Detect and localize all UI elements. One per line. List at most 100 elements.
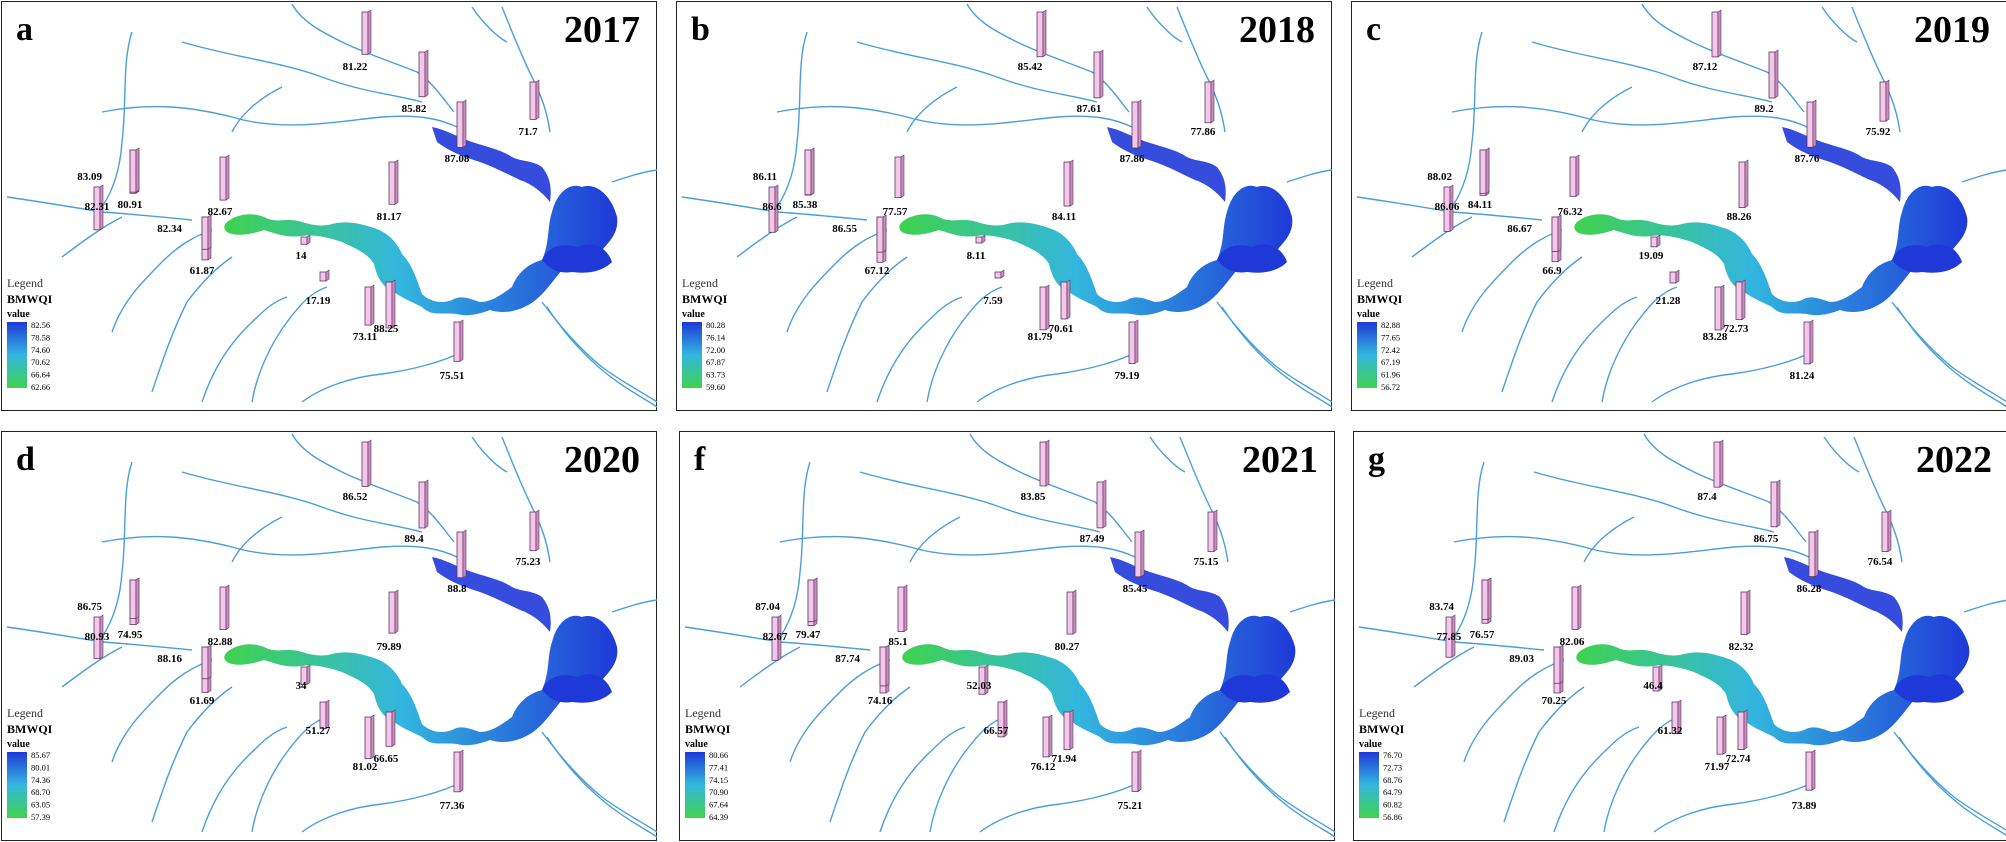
legend-color-ramp xyxy=(7,322,27,388)
legend-value-label: value xyxy=(7,739,30,750)
site-value-label: 72.73 xyxy=(1724,323,1749,335)
legend-tick: 56.86 xyxy=(1383,812,1402,822)
legend-index-name: BMWQI xyxy=(1357,292,1403,306)
site-bar xyxy=(529,509,540,552)
site-bar xyxy=(529,79,540,120)
site-bar xyxy=(997,699,1008,738)
panel-year: 2021 xyxy=(1242,439,1318,481)
site-bar xyxy=(453,319,464,362)
site-bar xyxy=(978,664,989,695)
site-value-label: 85.82 xyxy=(402,103,427,115)
site-value-label: 79.89 xyxy=(377,641,402,653)
site-value-label: 7.59 xyxy=(983,295,1003,307)
site-value-label: 82.34 xyxy=(157,223,182,235)
site-bar xyxy=(453,749,464,793)
site-bar xyxy=(201,644,212,680)
site-bar xyxy=(388,589,399,634)
site-bar xyxy=(768,184,779,233)
legend-tick: 76.14 xyxy=(706,332,726,342)
site-bars xyxy=(93,9,540,362)
site-bar xyxy=(300,664,311,686)
site-bar xyxy=(876,214,887,253)
legend-index-name: BMWQI xyxy=(1359,722,1405,736)
legend-tick: 67.87 xyxy=(706,357,725,367)
site-bar xyxy=(385,279,396,329)
site-value-label: 87.76 xyxy=(1795,153,1820,165)
site-value-label: 77.57 xyxy=(883,206,908,218)
site-bar xyxy=(129,147,140,193)
site-value-label: 76.32 xyxy=(1558,206,1583,218)
site-value-label: 85.38 xyxy=(793,199,818,211)
site-bar xyxy=(897,584,908,633)
legend-title: Legend xyxy=(685,706,721,720)
legend-value-label: value xyxy=(1359,739,1382,750)
site-value-label: 87.74 xyxy=(835,653,860,665)
legend-tick: 82.88 xyxy=(1381,320,1400,330)
reservoir xyxy=(1576,557,1970,746)
site-value-label: 73.11 xyxy=(353,331,377,343)
legend-color-ramp xyxy=(7,752,27,818)
river-network xyxy=(681,3,1333,408)
site-value-label: 21.28 xyxy=(1656,295,1681,307)
site-value-label: 82.67 xyxy=(208,206,233,218)
site-value-label: 71.7 xyxy=(518,126,538,138)
legend-tick: 78.58 xyxy=(31,332,50,342)
legend-tick: 60.82 xyxy=(1383,800,1402,810)
site-bar xyxy=(1443,184,1454,232)
legend-tick: 70.62 xyxy=(31,357,50,367)
site-value-label: 75.21 xyxy=(1118,800,1143,812)
legend-tick: 57.39 xyxy=(31,812,50,822)
map-panel-d: d 2020 86.52 89.4 88.8 75.23 86.75 74.95 82.88 80… xyxy=(1,431,658,841)
site-value-label: 72.74 xyxy=(1726,753,1751,765)
river-network xyxy=(1358,433,2006,836)
site-bar xyxy=(1060,279,1071,320)
site-bar xyxy=(219,584,230,631)
site-bar xyxy=(1770,479,1781,528)
legend-tick: 70.90 xyxy=(709,787,728,797)
legend-tick: 80.66 xyxy=(709,750,728,760)
site-bar xyxy=(1569,154,1580,197)
site-bar xyxy=(201,214,212,250)
site-bars xyxy=(1445,439,1892,791)
site-bar xyxy=(385,709,396,747)
site-value-label: 70.25 xyxy=(1542,695,1567,707)
legend-color-ramp xyxy=(682,322,702,388)
site-value-label: 82.32 xyxy=(1729,641,1754,653)
site-value-label: 86.75 xyxy=(1754,533,1779,545)
site-bar xyxy=(319,269,330,282)
site-bar xyxy=(388,159,399,205)
legend-tick: 80.28 xyxy=(706,320,725,330)
site-value-label: 85.42 xyxy=(1018,61,1043,73)
site-bar xyxy=(364,714,375,760)
site-bar xyxy=(1553,644,1564,684)
site-value-label: 82.88 xyxy=(208,636,233,648)
legend-tick: 56.72 xyxy=(1381,382,1400,392)
site-bar xyxy=(1881,509,1892,553)
legend-title: Legend xyxy=(7,706,43,720)
site-bar xyxy=(1808,529,1819,578)
site-bar xyxy=(300,234,311,245)
site-value-label: 66.9 xyxy=(1542,265,1562,277)
legend-tick: 63.73 xyxy=(706,370,725,380)
site-bar xyxy=(807,577,818,623)
reservoir xyxy=(899,127,1293,316)
legend-value-label: value xyxy=(682,309,705,320)
legend-tick: 80.01 xyxy=(31,762,50,772)
site-value-label: 80.93 xyxy=(85,631,110,643)
site-value-label: 61.32 xyxy=(1658,725,1683,737)
legend-index-name: BMWQI xyxy=(682,292,728,306)
site-bar xyxy=(1735,279,1746,321)
site-bar xyxy=(1711,9,1722,58)
panel-year: 2020 xyxy=(564,439,640,481)
map-svg: f 2021 83.85 87.49 85.45 75.15 87.04 79.47 85.1 8… xyxy=(684,433,1336,838)
legend-tick: 72.00 xyxy=(706,345,725,355)
legend-index-name: BMWQI xyxy=(7,722,53,736)
site-bar xyxy=(1669,269,1680,284)
site-bar xyxy=(1096,479,1107,529)
site-value-label: 71.94 xyxy=(1052,753,1077,765)
site-bar xyxy=(319,699,330,729)
site-bar xyxy=(1806,99,1817,148)
map-svg: a 2017 81.22 85.82 87.08 71.7 83.09 80.91 82.67 8… xyxy=(6,3,658,408)
